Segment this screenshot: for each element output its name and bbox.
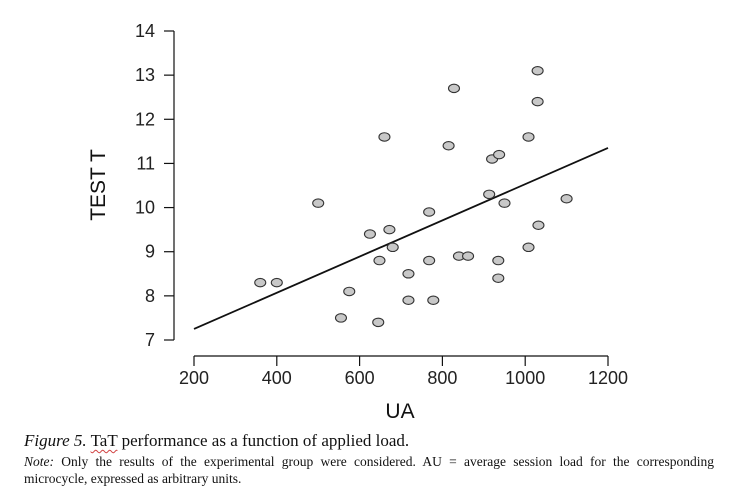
figure-caption-line: Figure 5. TaT performance as a function … (24, 431, 714, 451)
y-axis-title: TEST T (87, 149, 110, 221)
x-axis-title: UA (385, 400, 414, 423)
data-point (334, 313, 348, 323)
data-point (373, 255, 386, 266)
x-axis: 200 400 600 800 1000 1200 (179, 355, 628, 388)
data-point (363, 229, 377, 239)
y-tick-label: 7 (145, 330, 155, 350)
data-point (492, 273, 505, 283)
y-tick-label: 13 (135, 65, 155, 85)
y-axis: 7 8 9 10 11 12 13 14 (135, 21, 175, 350)
x-tick-label: 600 (345, 368, 375, 388)
y-tick-label: 8 (145, 286, 155, 306)
data-point (483, 189, 496, 200)
data-point (427, 295, 440, 306)
data-point (402, 269, 415, 279)
data-point (312, 198, 325, 208)
data-point (254, 277, 267, 288)
data-point (522, 132, 535, 142)
data-point (531, 65, 544, 76)
data-point (560, 193, 573, 204)
x-tick-label: 800 (427, 368, 457, 388)
data-point (492, 255, 505, 266)
data-point (462, 251, 475, 261)
data-point (423, 207, 436, 217)
data-point (386, 242, 399, 253)
x-tick-label: 1200 (588, 368, 628, 388)
data-point (372, 317, 385, 328)
scatter-plot: 7 8 9 10 11 12 13 14 200 400 600 800 1000 1200 UA TE… (87, 21, 628, 423)
data-point (532, 220, 545, 230)
note-label: Note: (24, 454, 54, 469)
data-point (498, 198, 511, 208)
figure-note: Note: Only the results of the experiment… (24, 453, 714, 487)
data-point (423, 255, 436, 266)
x-tick-label: 200 (179, 368, 209, 388)
figure-caption: Figure 5. TaT performance as a function … (24, 431, 714, 487)
note-text: Only the results of the experimental gro… (24, 454, 714, 486)
data-point (378, 132, 391, 142)
figure-label: Figure 5. (24, 431, 87, 450)
y-tick-label: 9 (145, 242, 155, 262)
y-tick-label: 12 (135, 109, 155, 129)
regression-line-group (193, 147, 609, 330)
x-tick-label: 1000 (505, 368, 545, 388)
data-point (402, 295, 415, 306)
data-point (531, 96, 544, 107)
data-point (447, 83, 461, 94)
y-tick-label: 10 (135, 198, 155, 218)
regression-line (193, 147, 609, 330)
data-point (522, 242, 535, 253)
figure-title-tat: TaT (90, 431, 118, 450)
data-point (270, 277, 283, 288)
data-points (254, 65, 573, 328)
data-point (442, 141, 455, 151)
data-point (383, 224, 396, 235)
y-tick-label: 11 (136, 153, 155, 173)
figure-title-text: performance as a function of applied loa… (117, 431, 410, 450)
data-point (343, 286, 356, 297)
y-tick-label: 14 (135, 21, 155, 41)
data-point (493, 149, 506, 160)
x-tick-label: 400 (262, 368, 292, 388)
